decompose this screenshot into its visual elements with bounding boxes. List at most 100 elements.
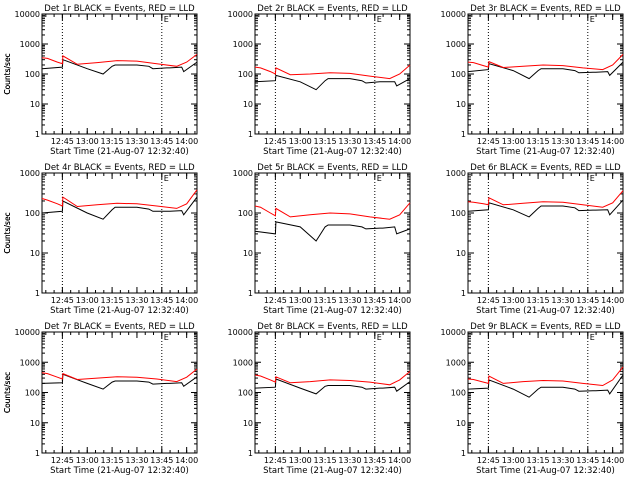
y-tick-label: 100	[451, 70, 466, 79]
x-tick-label: 13:30	[125, 296, 148, 305]
lld-series-line	[41, 53, 198, 67]
y-axis-label: Counts/sec	[3, 53, 12, 94]
x-tick-label: 14:00	[388, 296, 411, 305]
y-tick-label: 100	[238, 389, 253, 398]
y-tick-label: 1	[461, 130, 466, 139]
x-tick-label: 13:45	[576, 137, 599, 146]
chart-title: Det 1r BLACK = Events, RED = LLD	[44, 4, 195, 14]
y-tick-label: 1	[461, 289, 466, 298]
x-tick-label: 13:15	[527, 137, 550, 146]
x-tick-label: 14:00	[601, 456, 624, 465]
x-tick-label: 13:15	[527, 296, 550, 305]
y-tick-label: 100	[451, 209, 466, 218]
x-tick-label: 14:00	[388, 137, 411, 146]
events-series-line	[254, 74, 411, 91]
x-tick-label: 14:00	[175, 296, 198, 305]
y-tick-label: 100	[25, 209, 40, 218]
x-tick-label: 13:00	[502, 137, 525, 146]
chart-panel-3: Det 3r BLACK = Events, RED = LLD 1 10 100 10…	[3, 4, 624, 157]
y-tick-label: 10000	[15, 10, 40, 19]
x-tick-label: 13:00	[76, 296, 99, 305]
y-axis-label: Counts/sec	[3, 212, 12, 253]
x-tick-label: 13:45	[576, 296, 599, 305]
lld-series-line	[467, 190, 624, 208]
x-axis-label: Start Time (21-Aug-07 12:32:40)	[476, 466, 615, 476]
y-axis-label: Counts/sec	[3, 53, 12, 94]
y-tick-label: 10	[30, 249, 40, 258]
y-tick-label: 100	[238, 209, 253, 218]
events-series-line	[467, 199, 624, 218]
events-series-line	[41, 58, 198, 75]
x-tick-label: 12:45	[51, 296, 74, 305]
flag-marker: E	[164, 333, 169, 342]
x-tick-label: 14:00	[601, 137, 624, 146]
y-tick-label: 1000	[20, 169, 40, 178]
plot-frame	[41, 172, 198, 294]
y-tick-label: 10000	[228, 328, 253, 337]
y-axis-label: Counts/sec	[3, 372, 12, 413]
x-tick-label: 14:00	[601, 296, 624, 305]
y-tick-label: 10	[456, 249, 466, 258]
y-axis-label: Counts/sec	[3, 372, 12, 413]
y-tick-label: 10	[243, 100, 253, 109]
lld-series-line	[467, 54, 624, 71]
flag-marker: E	[590, 333, 595, 342]
plot-frame	[254, 331, 411, 454]
x-tick-label: 12:45	[264, 296, 287, 305]
chart-panel-8: Det 8r BLACK = Events, RED = LLD 1 10 100 10…	[3, 322, 411, 476]
plot-frame	[254, 172, 411, 294]
x-axis-label: Start Time (21-Aug-07 12:32:40)	[50, 466, 189, 476]
x-axis-label: Start Time (21-Aug-07 12:32:40)	[50, 147, 189, 157]
y-tick-label: 1000	[233, 358, 253, 367]
lld-series-line	[254, 64, 411, 80]
y-axis-label: Counts/sec	[3, 372, 12, 413]
events-series-line	[254, 378, 411, 395]
y-tick-label: 1	[461, 449, 466, 458]
y-tick-label: 10000	[228, 10, 253, 19]
x-tick-label: 13:15	[101, 456, 124, 465]
x-tick-label: 13:15	[101, 137, 124, 146]
chart-title: Det 2r BLACK = Events, RED = LLD	[257, 4, 408, 14]
flag-marker: E	[590, 174, 595, 183]
y-tick-label: 1	[248, 449, 253, 458]
x-tick-label: 13:00	[76, 137, 99, 146]
y-tick-label: 100	[25, 389, 40, 398]
y-tick-label: 10	[456, 419, 466, 428]
chart-title: Det 9r BLACK = Events, RED = LLD	[470, 322, 621, 332]
chart-panel-1: Det 1r BLACK = Events, RED = LLD 1 10 100 10…	[3, 4, 198, 157]
flag-marker: E	[377, 333, 382, 342]
x-tick-label: 13:15	[314, 456, 337, 465]
y-tick-label: 10	[30, 419, 40, 428]
y-tick-label: 10	[243, 419, 253, 428]
x-tick-label: 13:00	[502, 456, 525, 465]
flag-marker: E	[377, 15, 382, 24]
y-tick-label: 1	[35, 289, 40, 298]
y-tick-label: 1000	[20, 358, 40, 367]
x-tick-label: 13:00	[289, 456, 312, 465]
x-tick-label: 13:30	[338, 296, 361, 305]
x-tick-label: 13:45	[150, 456, 173, 465]
plot-frame	[41, 331, 198, 454]
x-tick-label: 13:00	[289, 137, 312, 146]
chart-title: Det 7r BLACK = Events, RED = LLD	[44, 322, 195, 332]
x-tick-label: 13:15	[314, 137, 337, 146]
x-tick-label: 13:00	[502, 296, 525, 305]
flag-marker: E	[377, 174, 382, 183]
x-tick-label: 13:30	[125, 456, 148, 465]
chart-title: Det 3r BLACK = Events, RED = LLD	[470, 4, 621, 14]
x-tick-label: 13:45	[576, 456, 599, 465]
x-tick-label: 13:30	[551, 137, 574, 146]
x-tick-label: 13:30	[338, 456, 361, 465]
y-tick-label: 1000	[446, 358, 466, 367]
lld-series-line	[254, 371, 411, 386]
x-tick-label: 13:30	[551, 296, 574, 305]
x-axis-label: Start Time (21-Aug-07 12:32:40)	[476, 147, 615, 157]
y-tick-label: 1	[35, 130, 40, 139]
x-axis-label: Start Time (21-Aug-07 12:32:40)	[263, 306, 402, 316]
x-tick-label: 13:00	[289, 296, 312, 305]
y-tick-label: 100	[25, 70, 40, 79]
x-tick-label: 14:00	[175, 137, 198, 146]
y-tick-label: 10000	[441, 10, 466, 19]
x-axis-label: Start Time (21-Aug-07 12:32:40)	[263, 147, 402, 157]
